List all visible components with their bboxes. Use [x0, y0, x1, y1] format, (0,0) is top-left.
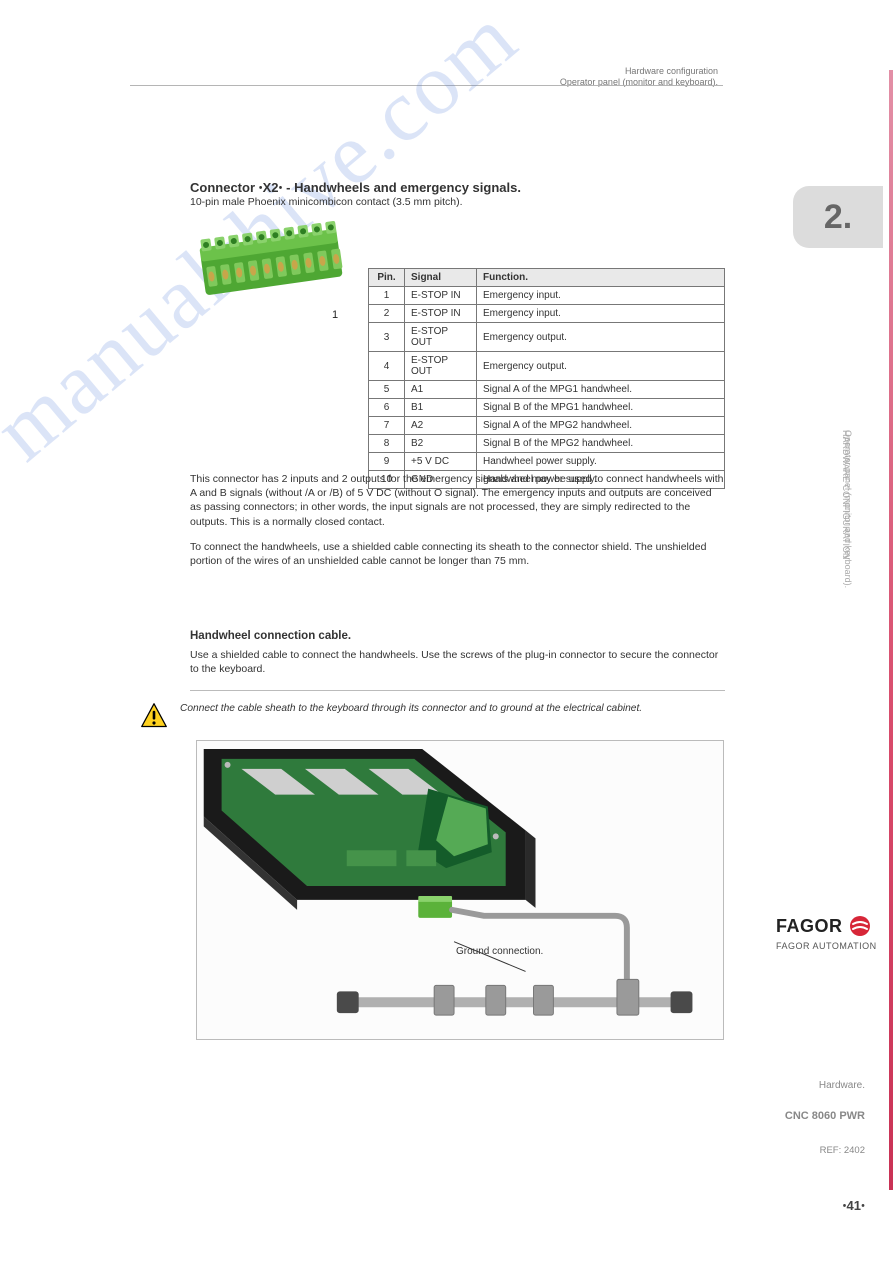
ground-label: Ground connection. [456, 946, 543, 957]
warning-icon [140, 702, 168, 730]
cell-pin: 6 [369, 399, 405, 417]
footer-page: ꞏ41ꞏ [843, 1196, 866, 1214]
cell-function: Signal B of the MPG1 handwheel. [477, 399, 725, 417]
footer-booktitle: Hardware. [819, 1080, 865, 1091]
separator [190, 690, 725, 691]
cell-function: Signal B of the MPG2 handwheel. [477, 435, 725, 453]
warning-text: Connect the cable sheath to the keyboard… [180, 702, 642, 715]
cell-function: Emergency input. [477, 305, 725, 323]
diagram [196, 740, 724, 1040]
cell-function: Emergency input. [477, 287, 725, 305]
connector-intro: 10-pin male Phoenix minicombicon contact… [190, 196, 725, 209]
cell-signal: E-STOP OUT [405, 323, 477, 352]
cell-pin: 7 [369, 417, 405, 435]
connector-desc1: This connector has 2 inputs and 2 output… [190, 472, 725, 529]
footer-ref: REF: 2402 [820, 1145, 865, 1156]
cell-signal: E-STOP IN [405, 305, 477, 323]
table-row: 4E-STOP OUTEmergency output. [369, 352, 725, 381]
fagor-logo-block: FAGOR FAGOR AUTOMATION [776, 915, 881, 951]
footer-model: CNC 8060 PWR [785, 1110, 865, 1122]
table-row: 1E-STOP INEmergency input. [369, 287, 725, 305]
header-line2: Operator panel (monitor and keyboard). [560, 77, 718, 88]
pin1-label: 1 [332, 309, 338, 321]
fagor-brand-text: FAGOR [776, 916, 843, 937]
header-rule [130, 85, 723, 86]
page: Hardware configuration Operator panel (m… [0, 0, 893, 1263]
table-row: 6B1Signal B of the MPG1 handwheel. [369, 399, 725, 417]
cell-signal: E-STOP OUT [405, 352, 477, 381]
table-row: 7A2Signal A of the MPG2 handwheel. [369, 417, 725, 435]
cell-function: Signal A of the MPG1 handwheel. [477, 381, 725, 399]
side-vertical-labels: HARDWARE CONFIGURATION Operator panel (m… [843, 290, 861, 440]
chapter-tab-number: 2. [824, 198, 852, 237]
table-row: 5A1Signal A of the MPG1 handwheel. [369, 381, 725, 399]
table-row: 2E-STOP INEmergency input. [369, 305, 725, 323]
connector-row: 1 Pin. Signal Function. 1E-STOP INEmerge… [190, 220, 725, 489]
cell-function: Handwheel power supply. [477, 453, 725, 471]
fagor-mark-icon [849, 915, 871, 937]
cell-pin: 3 [369, 323, 405, 352]
header-line1: Hardware configuration [560, 66, 718, 77]
table-row: 8B2Signal B of the MPG2 handwheel. [369, 435, 725, 453]
connector-desc2: To connect the handwheels, use a shielde… [190, 540, 725, 568]
table-row: 3E-STOP OUTEmergency output. [369, 323, 725, 352]
cell-function: Emergency output. [477, 352, 725, 381]
table-row: 9+5 V DCHandwheel power supply. [369, 453, 725, 471]
cell-pin: 1 [369, 287, 405, 305]
right-stripe [889, 70, 893, 1190]
cell-signal: B2 [405, 435, 477, 453]
pin-table-wrap: Pin. Signal Function. 1E-STOP INEmergenc… [368, 268, 725, 489]
cell-signal: B1 [405, 399, 477, 417]
col-pin: Pin. [369, 269, 405, 287]
cable-heading: Handwheel connection cable. [190, 630, 725, 642]
table-header-row: Pin. Signal Function. [369, 269, 725, 287]
pin-table: Pin. Signal Function. 1E-STOP INEmergenc… [368, 268, 725, 489]
connector-heading: Connector ꞏX2ꞏ - Handwheels and emergenc… [190, 178, 725, 196]
connector-image: 1 [190, 220, 350, 350]
cell-signal: E-STOP IN [405, 287, 477, 305]
cell-signal: A2 [405, 417, 477, 435]
cell-pin: 2 [369, 305, 405, 323]
cell-pin: 8 [369, 435, 405, 453]
cable-para: Use a shielded cable to connect the hand… [190, 648, 725, 676]
diagram-svg [197, 741, 723, 1039]
cell-function: Emergency output. [477, 323, 725, 352]
fagor-brand: FAGOR [776, 915, 881, 937]
col-signal: Signal [405, 269, 477, 287]
cell-pin: 9 [369, 453, 405, 471]
fagor-sub: FAGOR AUTOMATION [776, 941, 881, 951]
warning-row: Connect the cable sheath to the keyboard… [140, 702, 740, 730]
cell-pin: 5 [369, 381, 405, 399]
cell-pin: 4 [369, 352, 405, 381]
cell-signal: +5 V DC [405, 453, 477, 471]
cell-function: Signal A of the MPG2 handwheel. [477, 417, 725, 435]
col-function: Function. [477, 269, 725, 287]
chapter-tab: 2. [793, 186, 883, 248]
cell-signal: A1 [405, 381, 477, 399]
